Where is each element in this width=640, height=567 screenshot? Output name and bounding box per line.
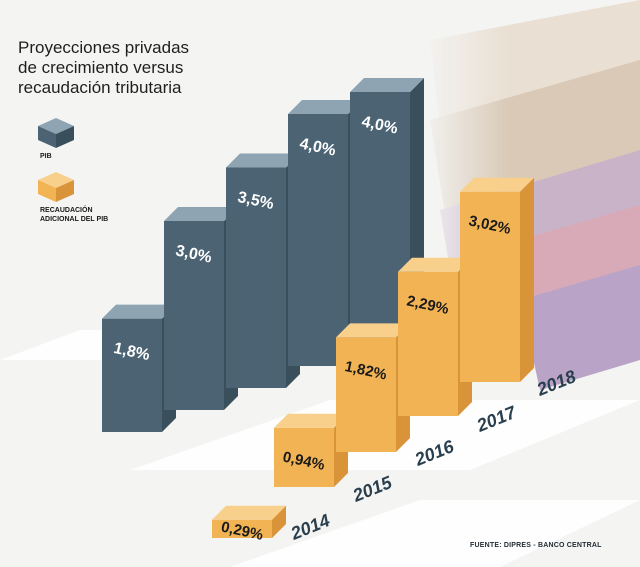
bars-layer: 1,8%3,0%3,5%4,0%4,0%0,29%0,94%1,82%2,29%… bbox=[102, 78, 534, 544]
pib-bar-2016-top bbox=[226, 153, 300, 168]
rec-bar-2016-front bbox=[336, 337, 396, 452]
rec-bar-2018: 3,02% bbox=[460, 177, 534, 382]
legend: PIB RECAUDACIÓN ADICIONAL DEL PIB bbox=[38, 118, 108, 223]
rec-bar-2016: 1,82% bbox=[336, 323, 410, 452]
rec-bar-2014-side bbox=[272, 505, 286, 538]
rec-bar-2014: 0,29% bbox=[212, 505, 286, 544]
chart-title: Proyecciones privadas de crecimiento ver… bbox=[18, 38, 228, 98]
chart-title-line-2: de crecimiento versus bbox=[18, 58, 184, 77]
pib-bar-2018-top bbox=[350, 78, 424, 92]
rec-bar-2014-top bbox=[212, 505, 286, 520]
pib-bar-2015-top bbox=[164, 207, 238, 221]
rec-bar-2018-side bbox=[520, 177, 534, 382]
legend-label-recaudacion-line-2: ADICIONAL DEL PIB bbox=[40, 216, 108, 223]
legend-swatch-recaudacion bbox=[38, 172, 74, 202]
legend-label-pib: PIB bbox=[40, 153, 52, 160]
rec-bar-2017-front bbox=[398, 271, 458, 416]
pib-bar-2015-front bbox=[164, 221, 224, 410]
pib-bar-2014-top bbox=[102, 304, 176, 319]
rec-bar-2015-top bbox=[274, 413, 348, 428]
chart-title-line-3: recaudación tributaria bbox=[18, 78, 182, 97]
pib-bar-2017-front bbox=[288, 114, 348, 366]
legend-label-recaudacion-line-1: RECAUDACIÓN bbox=[40, 205, 93, 214]
rec-bar-2016-top bbox=[336, 323, 410, 338]
rec-bar-2018-top bbox=[460, 177, 534, 192]
legend-swatch-pib bbox=[38, 118, 74, 148]
rec-bar-2018-front bbox=[460, 191, 520, 382]
source-note: FUENTE: DIPRES - BANCO CENTRAL bbox=[470, 542, 602, 549]
chart-title-line-1: Proyecciones privadas bbox=[18, 38, 190, 57]
rec-bar-2014-front bbox=[212, 519, 272, 538]
rec-bar-2015-front bbox=[274, 427, 334, 487]
rec-bar-2017-top bbox=[398, 257, 472, 272]
pib-bar-2017-top bbox=[288, 100, 362, 114]
floor-stripe bbox=[230, 500, 640, 567]
pib-bar-2016-front bbox=[226, 167, 286, 388]
year-label-2015: 2015 bbox=[349, 472, 395, 506]
pib-bar-2014-front bbox=[102, 318, 162, 432]
